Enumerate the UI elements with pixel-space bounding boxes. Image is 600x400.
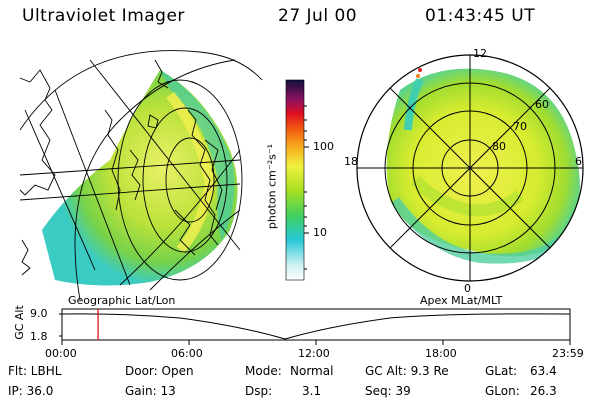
mlt-label-6: 6 <box>575 155 582 168</box>
right-panel-label: Apex MLat/MLT <box>420 294 503 307</box>
glon-label: GLon: <box>485 384 520 398</box>
colorbar-ticks <box>304 105 309 270</box>
gain-info: Gain: 13 <box>125 384 176 398</box>
timeline-x-tick-2359: 23:59 <box>552 347 584 360</box>
instrument-title: Ultraviolet Imager <box>22 6 185 26</box>
timeline-x-ticks <box>61 340 571 345</box>
right-aurora-image <box>386 68 580 264</box>
lat-label-80: 80 <box>492 140 506 153</box>
timeline-x-tick-0000: 00:00 <box>45 347 77 360</box>
dsp-label: Dsp: <box>245 384 273 398</box>
lat-label-70: 70 <box>513 120 527 133</box>
left-panel-label: Geographic Lat/Lon <box>68 294 176 307</box>
ip-info: IP: 36.0 <box>8 384 54 398</box>
right-polar-grid <box>356 54 584 282</box>
seq-info: Seq: 39 <box>365 384 411 398</box>
header-time: 01:43:45 UT <box>425 6 536 26</box>
timeline-x-tick-0600: 06:00 <box>171 347 203 360</box>
colorbar-tick-100: 100 <box>313 140 334 153</box>
timeline-plot <box>59 308 571 341</box>
mode-label: Mode: <box>245 364 282 378</box>
glat-label: GLat: <box>485 364 518 378</box>
colorbar-tick-10: 10 <box>313 226 327 239</box>
mode-value: Normal <box>290 364 334 378</box>
filter-info: Flt: LBHL <box>8 364 62 378</box>
glat-value: 63.4 <box>530 364 557 378</box>
mlt-label-0: 0 <box>464 282 471 295</box>
timeline-y-tick-max: 9.0 <box>30 307 48 320</box>
left-geographic-grid <box>19 50 263 301</box>
header-date: 27 Jul 00 <box>278 6 358 26</box>
glon-value: 26.3 <box>530 384 557 398</box>
left-aurora-image <box>42 70 238 286</box>
door-info: Door: Open <box>125 364 194 378</box>
mlt-label-12: 12 <box>473 47 487 60</box>
mlt-label-18: 18 <box>344 155 358 168</box>
timeline-y-tick-min: 1.8 <box>30 330 48 343</box>
timeline-x-tick-1800: 18:00 <box>425 347 457 360</box>
lat-label-60: 60 <box>535 98 549 111</box>
colorbar <box>285 79 305 281</box>
colorbar-unit-label: photon cm⁻²s⁻¹ <box>265 143 279 230</box>
dsp-value: 3.1 <box>302 384 322 398</box>
timeline-x-tick-1200: 12:00 <box>298 347 330 360</box>
gc-alt-info: GC Alt: 9.3 Re <box>365 364 449 378</box>
left-coastlines <box>19 59 223 276</box>
timeline-y-title: GC Alt <box>12 305 26 340</box>
